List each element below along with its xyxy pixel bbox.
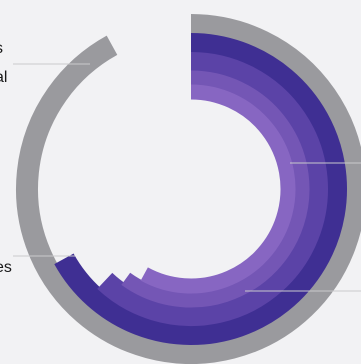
annotation-label-line: al — [0, 69, 7, 86]
annotation-label-line: s — [0, 40, 3, 57]
radial-bars — [16, 14, 361, 364]
radial-bar-4 — [140, 84, 296, 294]
radial-bar-0 — [16, 14, 361, 364]
radial-bar-3 — [121, 70, 310, 308]
annotation-labels: s al es — [0, 40, 12, 276]
radial-bar-2 — [97, 52, 328, 326]
radial-bar-1 — [54, 33, 347, 345]
annotation-leaders — [13, 63, 361, 292]
annotation-label-line: es — [0, 259, 12, 276]
